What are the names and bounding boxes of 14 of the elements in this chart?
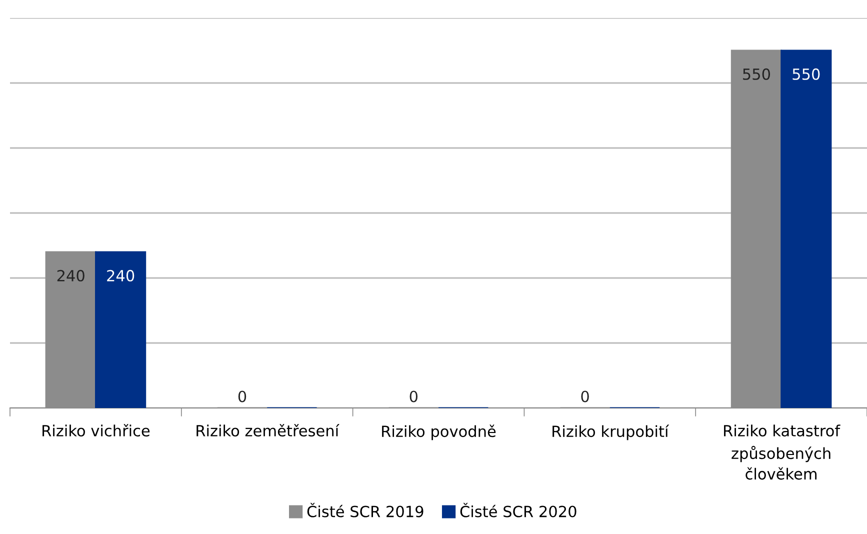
x-tick-label: Riziko krupobití (552, 424, 670, 440)
data-label: 550 (743, 68, 770, 80)
x-tick-label: Riziko zemětřesení (196, 424, 340, 436)
data-label: 550 (792, 68, 820, 80)
x-tick-label: Riziko katastrof způsobených člověkem (724, 424, 840, 480)
data-label: 0 (410, 390, 418, 402)
x-tick-label: Riziko povodně (382, 424, 496, 440)
data-label: 0 (581, 390, 589, 402)
legend-label: Čisté SCR 2019 (307, 502, 424, 518)
legend-label: Čisté SCR 2020 (460, 502, 576, 518)
data-label: 240 (57, 270, 84, 282)
data-label: 240 (107, 270, 134, 282)
data-label: 0 (238, 390, 246, 402)
x-tick-label: Riziko vichřice (42, 424, 150, 436)
